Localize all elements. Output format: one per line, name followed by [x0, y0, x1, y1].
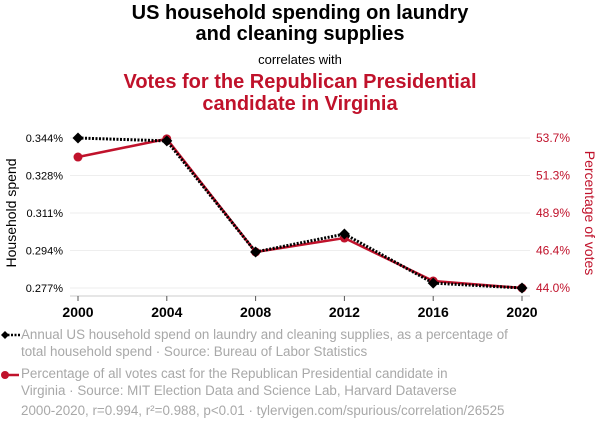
legend-icon-diamond-dotted [1, 331, 21, 339]
footer-stats: 2000-2020, r=0.994, r²=0.988, p<0.01 · t… [21, 403, 505, 418]
right-tick-label: 48.9% [536, 206, 570, 220]
series-household-spend-point [516, 282, 528, 294]
x-tick-label: 2020 [506, 304, 537, 320]
x-tick-label: 2004 [151, 304, 182, 320]
legend-item-household-spend: Annual US household spend on laundry and… [21, 327, 508, 359]
series-household-spend-point [72, 132, 84, 144]
chart-title: US household spending on laundry and cle… [0, 3, 600, 45]
title-line-1: US household spending on laundry [131, 2, 469, 24]
title2-line-1: Votes for the Republican Presidential [123, 71, 477, 93]
left-axis-ticks: 0.344% 0.328% 0.311% 0.294% 0.277% [26, 133, 64, 295]
series-votes-point [73, 152, 83, 162]
right-axis-ticks: 53.7% 51.3% 48.9% 46.4% 44.0% [536, 131, 570, 295]
chart-plot: 2000 2004 2008 2012 2016 2020 0.344%0.328%0.3… [3, 131, 598, 320]
legend-icon-circle-solid [1, 371, 19, 379]
left-tick-label: 0.277% [26, 283, 64, 295]
x-tick-label: 2008 [240, 304, 271, 320]
legend-item-votes: Percentage of all votes cast for the Rep… [21, 366, 457, 398]
right-tick-label: 53.7% [536, 131, 570, 145]
x-tick-label: 2016 [418, 304, 449, 320]
series-household-spend-point [427, 277, 439, 289]
series-household-spend-point [338, 228, 350, 240]
chart-title-2: Votes for the Republican Presidential ca… [0, 71, 600, 115]
left-axis-label: Household spend [3, 159, 19, 268]
left-tick-label: 0.344% [26, 133, 64, 145]
right-tick-label: 51.3% [536, 169, 570, 183]
right-tick-label: 44.0% [536, 281, 570, 295]
title-line-2: and cleaning supplies [195, 23, 405, 45]
series-household-spend-line [77, 136, 523, 290]
series-household-spend-point [250, 246, 262, 258]
title2-line-2: candidate in Virginia [202, 93, 398, 115]
left-tick-label: 0.328% [26, 171, 64, 183]
x-axis-ticks: 2000 2004 2008 2012 2016 2020 [62, 296, 538, 320]
right-axis-label: Percentage of votes [582, 151, 598, 276]
series-household-spend-point [161, 135, 173, 147]
series-votes-line [77, 137, 523, 290]
right-tick-label: 46.4% [536, 244, 570, 258]
left-tick-label: 0.311% [27, 208, 64, 220]
chart-subtitle: correlates with [258, 52, 342, 67]
left-tick-label: 0.294% [26, 246, 64, 258]
grid-lines [70, 137, 530, 289]
x-tick-label: 2000 [62, 304, 93, 320]
x-tick-label: 2012 [329, 304, 360, 320]
series-household-spend [72, 132, 528, 294]
